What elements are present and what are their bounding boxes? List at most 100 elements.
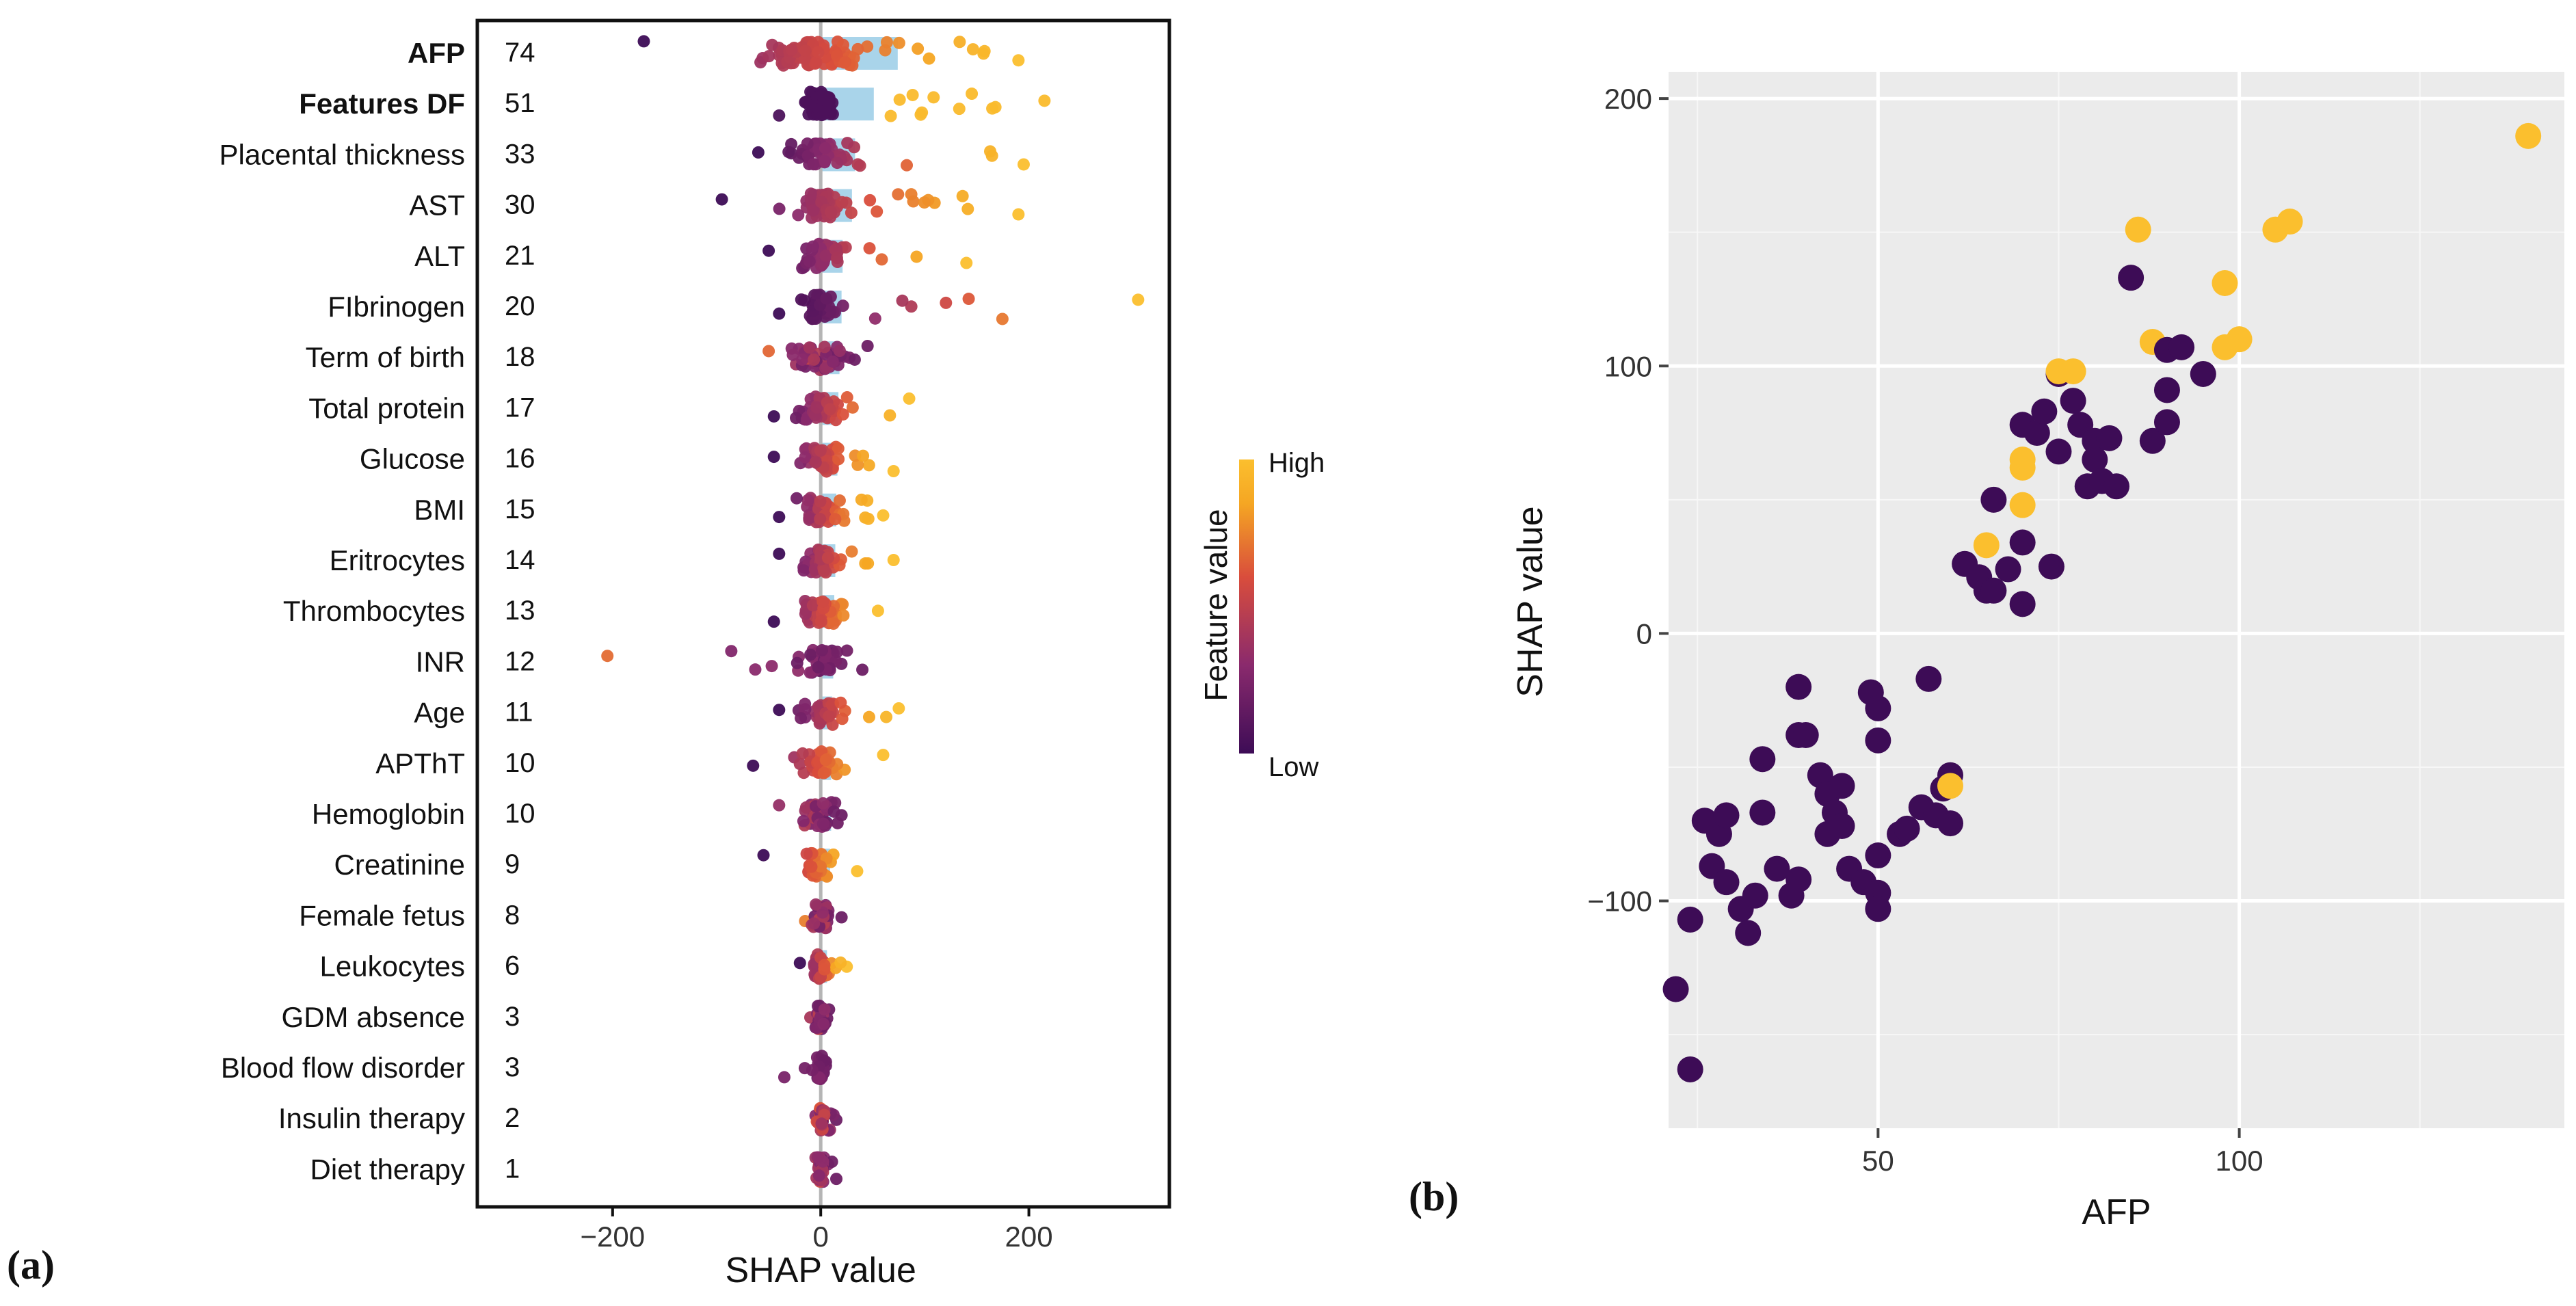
importance-value: 74: [505, 38, 535, 68]
swarm-point: [773, 704, 786, 717]
swarm-point: [851, 158, 864, 171]
swarm-point: [752, 146, 765, 159]
feature-label: INR: [416, 645, 465, 678]
swarm-point: [940, 296, 953, 309]
feature-label: Placental thickness: [219, 138, 465, 170]
scatter-point: [2515, 122, 2542, 149]
swarm-point: [747, 759, 760, 772]
tick-label: 200: [1005, 1221, 1053, 1253]
swarm-point: [901, 159, 914, 172]
scatter-point: [2009, 447, 2036, 473]
swarm-point: [856, 663, 869, 676]
swarm-point: [826, 355, 839, 368]
swarm-point: [799, 697, 812, 710]
swarm-point: [797, 564, 810, 577]
feature-labels: AFP Features DF Placental thickness AST ALT F…: [219, 37, 465, 1185]
tick-label: 100: [1604, 350, 1652, 382]
scatter-point: [2096, 425, 2123, 451]
swarm-point: [831, 157, 844, 170]
swarm-point: [871, 604, 884, 617]
feature-label: Glucose: [360, 443, 465, 475]
swarm-point: [884, 109, 897, 122]
tick-label: 200: [1604, 83, 1652, 115]
swarm-point: [862, 512, 875, 525]
scatter-point: [2226, 326, 2253, 353]
swarm-point: [790, 412, 803, 425]
feature-label: GDM absence: [282, 1001, 465, 1033]
scatter-point: [1792, 722, 1819, 749]
importance-value: 18: [505, 342, 535, 372]
swarm-point: [812, 661, 825, 674]
swarm-point: [725, 645, 738, 658]
swarm-point: [793, 957, 806, 970]
swarm-point: [814, 615, 827, 628]
swarm-point: [956, 189, 969, 202]
swarm-point: [805, 860, 818, 873]
swarm-point: [834, 696, 847, 709]
swarm-point: [831, 816, 844, 829]
swarm-point: [816, 797, 829, 810]
swarm-point: [830, 1173, 843, 1186]
importance-value: 51: [505, 88, 535, 118]
swarm-point: [819, 249, 832, 262]
importance-value: 33: [505, 139, 535, 169]
importance-value: 6: [505, 951, 520, 981]
swarm-point: [773, 547, 786, 560]
scatter-point: [2009, 529, 2036, 556]
swarm-point: [861, 40, 874, 53]
tick-label: −200: [581, 1221, 646, 1253]
swarm-point: [892, 702, 905, 715]
swarm-point: [601, 650, 614, 663]
importance-value: 12: [505, 646, 535, 676]
swarm-point: [1017, 158, 1030, 171]
swarm-point: [848, 353, 861, 366]
swarm-point: [815, 1117, 828, 1130]
x-axis-title: AFP: [2082, 1192, 2151, 1232]
swarm-point: [966, 43, 979, 56]
y-axis-title: SHAP value: [1511, 506, 1550, 697]
swarm-point: [818, 564, 831, 577]
scatter-point: [2190, 360, 2216, 387]
swarm-point: [786, 348, 799, 361]
swarm-point: [837, 609, 850, 622]
legend-colorbar: [1239, 459, 1254, 754]
scatter-point: [1742, 882, 1768, 909]
swarm-point: [809, 456, 822, 469]
legend-low-label: Low: [1269, 752, 1318, 782]
swarm-point: [799, 44, 812, 57]
swarm-point: [819, 155, 832, 168]
swarm-point: [816, 595, 829, 608]
scatter-point: [1865, 842, 1891, 869]
swarm-point: [814, 444, 827, 457]
tick-label: 0: [813, 1221, 829, 1253]
swarm-point: [798, 294, 811, 307]
tick-label: 0: [1636, 617, 1652, 650]
swarm-point: [861, 340, 874, 353]
importance-value: 11: [505, 697, 533, 728]
swarm-point: [836, 712, 849, 725]
plot-background: [1669, 72, 2564, 1128]
feature-value-legend: High Low Feature value: [1198, 448, 1325, 782]
swarm-point: [810, 55, 823, 68]
swarm-point: [762, 345, 775, 358]
swarm-point: [767, 451, 780, 464]
importance-value: 3: [505, 1002, 520, 1032]
swarm-point: [1012, 54, 1025, 67]
importance-value: 8: [505, 900, 520, 930]
swarm-point: [896, 294, 909, 307]
swarm-point: [767, 615, 780, 628]
importance-value: 2: [505, 1103, 520, 1133]
swarm-point: [824, 206, 837, 219]
scatter-point: [1662, 976, 1689, 1002]
feature-label: Female fetus: [299, 899, 465, 931]
swarm-point: [880, 710, 893, 723]
feature-label: Diet therapy: [310, 1153, 465, 1185]
swarm-point: [767, 410, 780, 423]
scatter-point: [2118, 265, 2145, 291]
swarm-point: [816, 817, 829, 830]
feature-label: Features DF: [299, 88, 465, 120]
swarm-point: [953, 103, 966, 116]
swarm-point: [795, 712, 808, 725]
swarm-point: [836, 408, 849, 421]
scatter-point: [2153, 377, 2180, 403]
